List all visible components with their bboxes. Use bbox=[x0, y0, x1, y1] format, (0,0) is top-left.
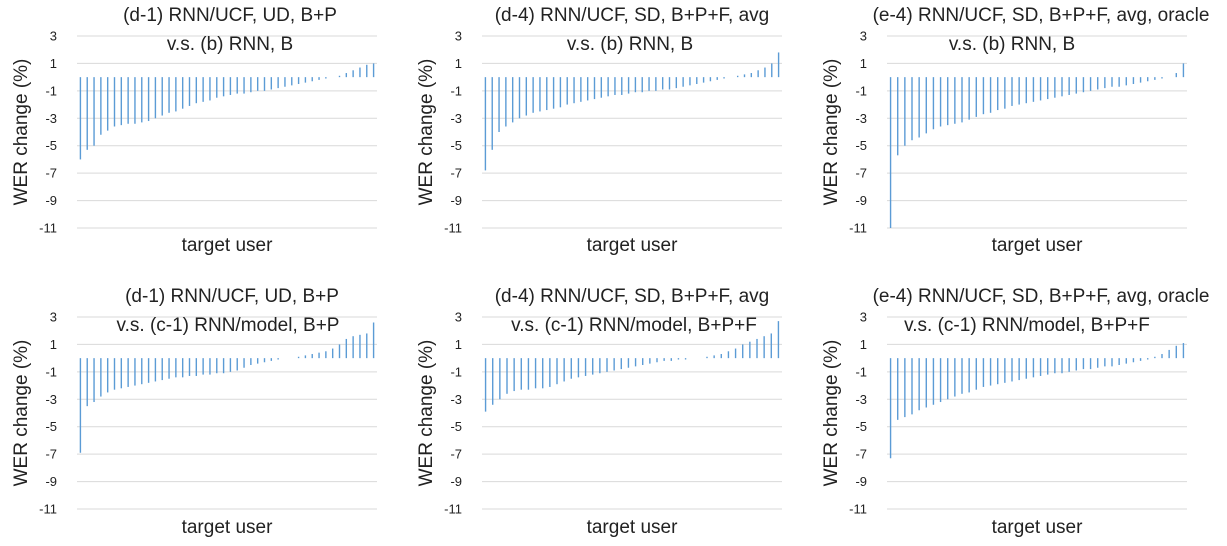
x-axis-label: target user bbox=[182, 235, 273, 256]
x-axis-label: target user bbox=[182, 517, 273, 538]
y-tick-label: -9 bbox=[450, 474, 462, 489]
chart-panel-5: 3 1 -1 -3 -5 -7 -9 -11 (d-4) RNN/UCF, SD, B+P+F,… bbox=[416, 286, 782, 538]
chart-subtitle: v.s. (c-1) RNN/model, B+P+F bbox=[904, 315, 1150, 336]
y-tick-label: -7 bbox=[855, 166, 867, 181]
x-axis-label: target user bbox=[587, 235, 678, 256]
chart-panel-6: 3 1 -1 -3 -5 -7 -9 -11 (e-4) RNN/UCF, SD, B+P+F,… bbox=[821, 286, 1209, 538]
chart-subtitle: v.s. (b) RNN, B bbox=[567, 34, 693, 55]
y-tick-label: -11 bbox=[444, 502, 462, 517]
y-tick-label: -9 bbox=[450, 193, 462, 208]
y-tick-label: 3 bbox=[860, 29, 867, 44]
y-tick-label: -9 bbox=[45, 193, 57, 208]
y-tick-label: 3 bbox=[455, 310, 462, 325]
y-tick-label: -1 bbox=[855, 83, 867, 98]
y-tick-label: -3 bbox=[45, 392, 57, 407]
y-tick-label: 3 bbox=[860, 310, 867, 325]
y-tick-label: 1 bbox=[860, 56, 867, 71]
y-tick-label: -3 bbox=[45, 111, 57, 126]
y-tick-label: -3 bbox=[450, 392, 462, 407]
y-tick-label: 1 bbox=[455, 337, 462, 352]
y-axis-label: WER change (%) bbox=[821, 340, 842, 487]
y-tick-label: -1 bbox=[855, 364, 867, 379]
chart-subtitle: v.s. (b) RNN, B bbox=[167, 34, 293, 55]
y-tick-label: -7 bbox=[450, 447, 462, 462]
x-axis-label: target user bbox=[992, 517, 1083, 538]
chart-panel-3: 3 1 -1 -3 -5 -7 -9 -11 (e-4) RNN/UCF, SD, B+P+F,… bbox=[821, 5, 1209, 256]
y-tick-label: -1 bbox=[450, 364, 462, 379]
y-axis-label: WER change (%) bbox=[416, 340, 437, 487]
y-tick-label: -7 bbox=[855, 447, 867, 462]
y-tick-label: 1 bbox=[455, 56, 462, 71]
chart-panel-2: 3 1 -1 -3 -5 -7 -9 -11 (d-4) RNN/UCF, SD, B+P+F,… bbox=[416, 5, 782, 256]
y-tick-label: -3 bbox=[855, 392, 867, 407]
y-tick-label: -11 bbox=[849, 221, 867, 236]
y-axis-label: WER change (%) bbox=[821, 59, 842, 206]
y-axis-label: WER change (%) bbox=[11, 340, 32, 487]
y-tick-label: -1 bbox=[450, 83, 462, 98]
chart-title: (d-4) RNN/UCF, SD, B+P+F, avg bbox=[495, 286, 770, 307]
y-tick-label: -3 bbox=[855, 111, 867, 126]
y-tick-label: -5 bbox=[45, 419, 57, 434]
chart-subtitle: v.s. (c-1) RNN/model, B+P+F bbox=[511, 315, 757, 336]
y-axis-label: WER change (%) bbox=[11, 59, 32, 206]
chart-title: (d-1) RNN/UCF, UD, B+P bbox=[123, 5, 337, 26]
y-tick-label: 3 bbox=[455, 29, 462, 44]
y-tick-label: -1 bbox=[45, 83, 57, 98]
chart-title: (e-4) RNN/UCF, SD, B+P+F, avg, oracle bbox=[873, 5, 1210, 26]
chart-subtitle: v.s. (b) RNN, B bbox=[949, 34, 1075, 55]
y-tick-label: 1 bbox=[50, 56, 57, 71]
chart-subtitle: v.s. (c-1) RNN/model, B+P bbox=[117, 315, 340, 336]
chart-title: (e-4) RNN/UCF, SD, B+P+F, avg, oracle bbox=[873, 286, 1210, 307]
y-axis-label: WER change (%) bbox=[416, 59, 437, 206]
y-tick-label: -7 bbox=[45, 447, 57, 462]
y-tick-label: -11 bbox=[849, 502, 867, 517]
y-tick-label: -11 bbox=[444, 221, 462, 236]
y-tick-label: 1 bbox=[860, 337, 867, 352]
y-tick-label: -9 bbox=[855, 474, 867, 489]
y-tick-label: -5 bbox=[855, 138, 867, 153]
y-tick-label: 3 bbox=[50, 29, 57, 44]
y-tick-label: 1 bbox=[50, 337, 57, 352]
x-axis-label: target user bbox=[992, 235, 1083, 256]
chart-title: (d-4) RNN/UCF, SD, B+P+F, avg bbox=[495, 5, 770, 26]
chart-panel-4: 3 1 -1 -3 -5 -7 -9 -11 (d-1) RNN/UCF, UD, B+P v.s… bbox=[11, 286, 377, 538]
x-axis-label: target user bbox=[587, 517, 678, 538]
y-tick-label: 3 bbox=[50, 310, 57, 325]
y-tick-label: -7 bbox=[450, 166, 462, 181]
chart-title: (d-1) RNN/UCF, UD, B+P bbox=[125, 286, 339, 307]
y-tick-label: -5 bbox=[450, 138, 462, 153]
chart-panel-1: 3 1 -1 -3 -5 -7 -9 -11 (d-1) RNN/UCF, UD, B+P v.s… bbox=[11, 5, 377, 256]
y-tick-label: -1 bbox=[45, 364, 57, 379]
y-tick-label: -9 bbox=[45, 474, 57, 489]
y-tick-label: -11 bbox=[39, 502, 57, 517]
y-tick-label: -5 bbox=[855, 419, 867, 434]
y-tick-label: -7 bbox=[45, 166, 57, 181]
y-tick-label: -5 bbox=[450, 419, 462, 434]
y-tick-label: -9 bbox=[855, 193, 867, 208]
y-tick-label: -5 bbox=[45, 138, 57, 153]
y-tick-label: -11 bbox=[39, 221, 57, 236]
y-tick-label: -3 bbox=[450, 111, 462, 126]
